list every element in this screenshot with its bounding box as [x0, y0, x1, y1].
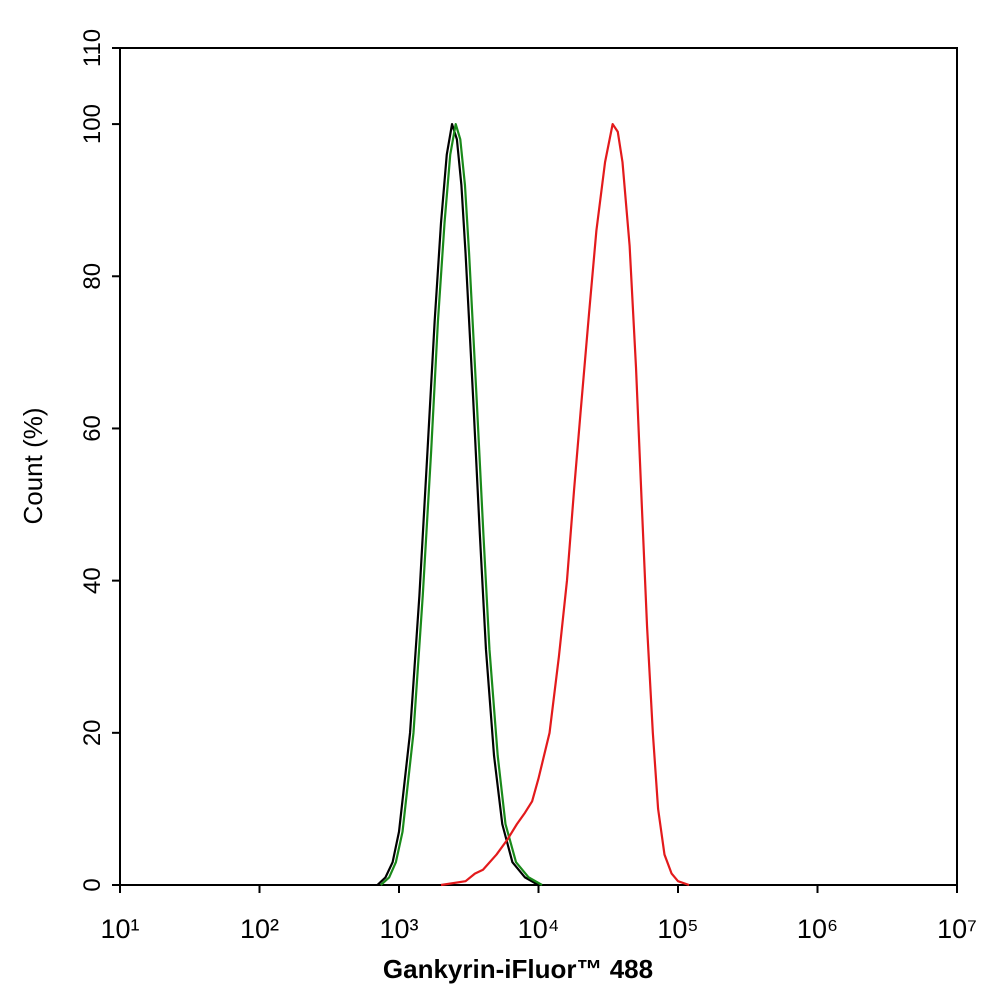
y-tick-label: 20 — [79, 719, 106, 746]
x-tick-label: 10³ — [379, 914, 418, 944]
y-tick-label: 0 — [79, 878, 106, 891]
x-tick-label: 10⁵ — [657, 914, 698, 944]
y-tick-label: 60 — [79, 415, 106, 442]
x-tick-label: 10⁷ — [937, 914, 977, 944]
y-axis-title: Count (%) — [18, 407, 48, 524]
y-tick-label: 110 — [79, 29, 106, 67]
y-tick-label: 100 — [79, 104, 106, 144]
series-line — [376, 122, 540, 886]
series-line — [440, 122, 690, 887]
x-tick-label: 10² — [240, 914, 279, 944]
plot-frame — [119, 47, 958, 886]
y-tick-label: 80 — [79, 263, 106, 290]
x-tick-label: 10¹ — [100, 914, 139, 944]
x-tick-label: 10⁴ — [518, 914, 560, 944]
x-tick-label: 10⁶ — [797, 914, 838, 944]
y-tick-label: 40 — [79, 567, 106, 594]
x-axis-title: Gankyrin-iFluor™ 488 — [383, 954, 653, 984]
series-line — [380, 122, 543, 886]
